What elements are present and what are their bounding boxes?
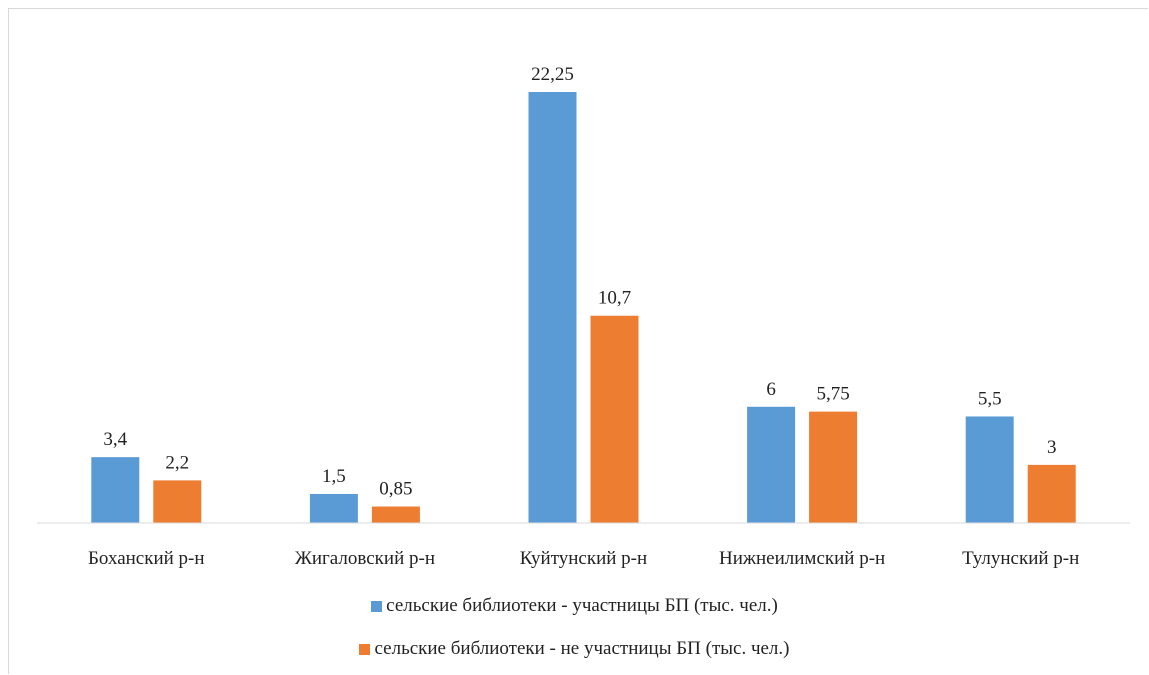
bar-series-1-5 bbox=[965, 416, 1014, 523]
bar-series-1-1 bbox=[91, 457, 140, 523]
bar-series-2-4 bbox=[809, 411, 858, 523]
data-label-series-2-5: 3 bbox=[1047, 437, 1057, 458]
data-label-series-2-3: 10,7 bbox=[598, 288, 631, 309]
legend-swatch-series-1 bbox=[371, 600, 383, 612]
x-tick-label-4: Нижнеилимский р-н bbox=[719, 548, 885, 569]
data-label-series-2-4: 5,75 bbox=[816, 384, 849, 405]
legend-entry-series-1: сельские библиотеки - участницы БП (тыс.… bbox=[0, 595, 1149, 617]
chart-frame bbox=[8, 8, 1148, 674]
legend-entry-series-2: сельские библиотеки - не участницы БП (т… bbox=[0, 638, 1149, 660]
data-label-series-1-5: 5,5 bbox=[978, 388, 1002, 409]
data-label-series-2-1: 2,2 bbox=[165, 452, 189, 473]
bar-series-2-2 bbox=[371, 506, 420, 523]
labels-layer: 3,4 2,2 1,5 0,85 22,25 10,7 6 5,75 5,5 3 bbox=[103, 64, 1056, 500]
bar-series-2-3 bbox=[590, 315, 639, 523]
legend-label-series-1: сельские библиотеки - участницы БП (тыс.… bbox=[386, 595, 778, 616]
legend-label-series-2: сельские библиотеки - не участницы БП (т… bbox=[374, 638, 790, 659]
bar-series-1-3 bbox=[528, 92, 577, 523]
data-label-series-2-2: 0,85 bbox=[379, 479, 412, 500]
data-label-series-1-2: 1,5 bbox=[322, 466, 346, 487]
bar-series-1-4 bbox=[747, 406, 796, 523]
bars-layer bbox=[91, 92, 1076, 523]
bar-series-2-1 bbox=[153, 480, 202, 523]
x-tick-label-3: Куйтунский р-н bbox=[520, 548, 647, 569]
x-tick-labels: Боханский р-н Жигаловский р-н Куйтунский р… bbox=[88, 548, 1079, 569]
bar-series-2-5 bbox=[1027, 464, 1076, 523]
data-label-series-1-3: 22,25 bbox=[531, 64, 574, 85]
x-tick-label-2: Жигаловский р-н bbox=[295, 548, 435, 569]
legend-swatch-series-2 bbox=[359, 643, 371, 655]
x-tick-label-1: Боханский р-н bbox=[88, 548, 205, 569]
x-tick-label-5: Тулунский р-н bbox=[962, 548, 1079, 569]
bar-series-1-2 bbox=[309, 493, 358, 523]
data-label-series-1-1: 3,4 bbox=[103, 429, 127, 450]
data-label-series-1-4: 6 bbox=[766, 379, 776, 400]
